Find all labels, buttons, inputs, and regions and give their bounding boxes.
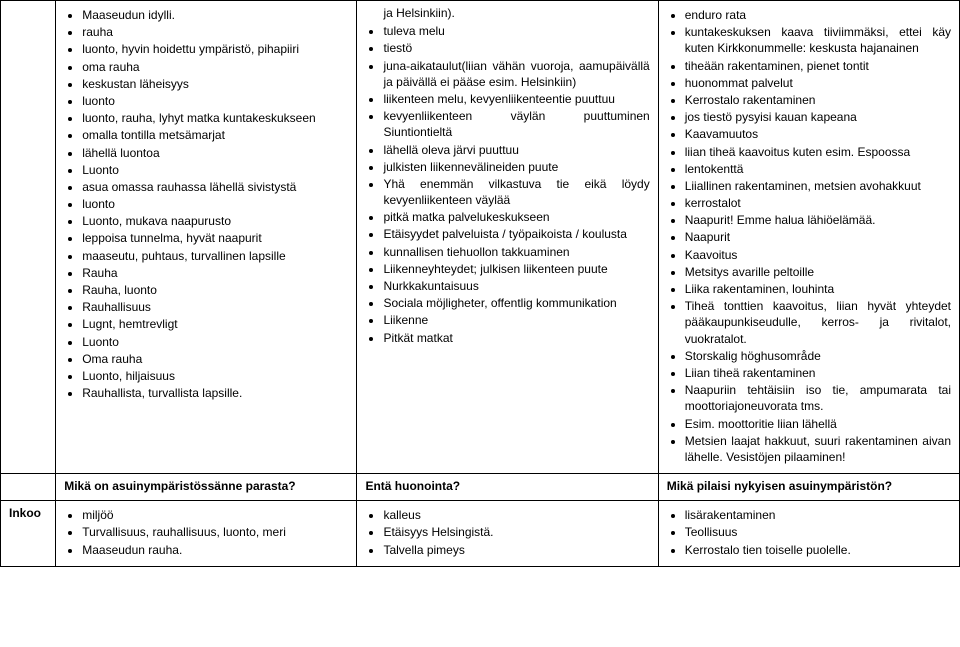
cell-col3: lisärakentaminen Teollisuus Kerrostalo t… <box>658 501 959 567</box>
list-item: liian tiheä kaavoitus kuten esim. Espoos… <box>685 144 951 160</box>
list-item: Luonto, mukava naapurusto <box>82 213 348 229</box>
list-item: Kaavamuutos <box>685 126 951 142</box>
list-item: Esim. moottoritie liian lähellä <box>685 416 951 432</box>
list-item: Liiallinen rakentaminen, metsien avohakk… <box>685 178 951 194</box>
list-item: Liikenne <box>383 312 649 328</box>
list-item: Kaavoitus <box>685 247 951 263</box>
list-item: juna-aikataulut(liian vähän vuoroja, aam… <box>383 58 649 90</box>
list-item: jos tiestö pysyisi kauan kapeana <box>685 109 951 125</box>
list-item: Pitkät matkat <box>383 330 649 346</box>
table-header-row: Mikä on asuinympäristössänne parasta? En… <box>1 474 960 501</box>
list-item: luonto <box>82 93 348 109</box>
bullet-list: tuleva melu tiestö juna-aikataulut(liian… <box>365 23 649 346</box>
list-item: Rauha <box>82 265 348 281</box>
content-table: Maaseudun idylli. rauha luonto, hyvin ho… <box>0 0 960 567</box>
list-item: Luonto <box>82 334 348 350</box>
list-item: Metsitys avarille peltoille <box>685 264 951 280</box>
list-item: oma rauha <box>82 59 348 75</box>
list-item: Rauhallista, turvallista lapsille. <box>82 385 348 401</box>
cell-col1: Maaseudun idylli. rauha luonto, hyvin ho… <box>56 1 357 474</box>
list-item: leppoisa tunnelma, hyvät naapurit <box>82 230 348 246</box>
list-item: Metsien laajat hakkuut, suuri rakentamin… <box>685 433 951 465</box>
list-item: Storskalig höghusområde <box>685 348 951 364</box>
list-item: Turvallisuus, rauhallisuus, luonto, meri <box>82 524 348 540</box>
list-item: kevyenliikenteen väylän puuttuminen Siun… <box>383 108 649 140</box>
list-item: Sociala möjligheter, offentlig kommunika… <box>383 295 649 311</box>
list-item: Naapurit! Emme halua lähiöelämää. <box>685 212 951 228</box>
table-row: Inkoo miljöö Turvallisuus, rauhallisuus,… <box>1 501 960 567</box>
list-item: julkisten liikennevälineiden puute <box>383 159 649 175</box>
list-item: Nurkkakuntaisuus <box>383 278 649 294</box>
bullet-list: miljöö Turvallisuus, rauhallisuus, luont… <box>64 507 348 558</box>
list-item: Kerrostalo rakentaminen <box>685 92 951 108</box>
list-item: kunnallisen tiehuollon takkuaminen <box>383 244 649 260</box>
cell-col2: ja Helsinkiin). tuleva melu tiestö juna-… <box>357 1 658 474</box>
list-item: tiheään rakentaminen, pienet tontit <box>685 58 951 74</box>
list-item: Etäisyys Helsingistä. <box>383 524 649 540</box>
bullet-list: enduro rata kuntakeskuksen kaava tiiviim… <box>667 7 951 465</box>
column-header: Entä huonointa? <box>357 474 658 501</box>
list-item: tuleva melu <box>383 23 649 39</box>
bullet-list: Maaseudun idylli. rauha luonto, hyvin ho… <box>64 7 348 401</box>
list-item: luonto, hyvin hoidettu ympäristö, pihapi… <box>82 41 348 57</box>
list-item: omalla tontilla metsämarjat <box>82 127 348 143</box>
list-item: Yhä enemmän vilkastuva tie eikä löydy ke… <box>383 176 649 208</box>
list-item: huonommat palvelut <box>685 75 951 91</box>
list-item: asua omassa rauhassa lähellä sivistystä <box>82 179 348 195</box>
list-item: Rauha, luonto <box>82 282 348 298</box>
list-item: Oma rauha <box>82 351 348 367</box>
list-item: Tiheä tonttien kaavoitus, liian hyvät yh… <box>685 298 951 347</box>
cell-col1: miljöö Turvallisuus, rauhallisuus, luont… <box>56 501 357 567</box>
list-item: Luonto, hiljaisuus <box>82 368 348 384</box>
bullet-list: kalleus Etäisyys Helsingistä. Talvella p… <box>365 507 649 558</box>
list-item: Talvella pimeys <box>383 542 649 558</box>
list-item: Naapurit <box>685 229 951 245</box>
list-item: kerrostalot <box>685 195 951 211</box>
list-item: luonto <box>82 196 348 212</box>
column-header: Mikä pilaisi nykyisen asuinympäristön? <box>658 474 959 501</box>
list-item: miljöö <box>82 507 348 523</box>
row-label-empty <box>1 1 56 474</box>
list-item: Luonto <box>82 162 348 178</box>
list-item: enduro rata <box>685 7 951 23</box>
list-item: Liikenneyhteydet; julkisen liikenteen pu… <box>383 261 649 277</box>
list-item: Kerrostalo tien toiselle puolelle. <box>685 542 951 558</box>
continuation-text: ja Helsinkiin). <box>383 5 649 21</box>
cell-col3: enduro rata kuntakeskuksen kaava tiiviim… <box>658 1 959 474</box>
table-row: Maaseudun idylli. rauha luonto, hyvin ho… <box>1 1 960 474</box>
list-item: lentokenttä <box>685 161 951 177</box>
list-item: kuntakeskuksen kaava tiiviimmäksi, ettei… <box>685 24 951 56</box>
list-item: rauha <box>82 24 348 40</box>
list-item: Liian tiheä rakentaminen <box>685 365 951 381</box>
bullet-list: lisärakentaminen Teollisuus Kerrostalo t… <box>667 507 951 558</box>
row-label-empty <box>1 474 56 501</box>
list-item: lähellä oleva järvi puuttuu <box>383 142 649 158</box>
list-item: Lugnt, hemtrevligt <box>82 316 348 332</box>
list-item: Naapuriin tehtäisiin iso tie, ampumarata… <box>685 382 951 414</box>
list-item: Teollisuus <box>685 524 951 540</box>
list-item: Liika rakentaminen, louhinta <box>685 281 951 297</box>
list-item: Maaseudun rauha. <box>82 542 348 558</box>
list-item: Etäisyydet palveluista / työpaikoista / … <box>383 226 649 242</box>
list-item: kalleus <box>383 507 649 523</box>
column-header: Mikä on asuinympäristössänne parasta? <box>56 474 357 501</box>
list-item: keskustan läheisyys <box>82 76 348 92</box>
cell-col2: kalleus Etäisyys Helsingistä. Talvella p… <box>357 501 658 567</box>
list-item: pitkä matka palvelukeskukseen <box>383 209 649 225</box>
list-item: luonto, rauha, lyhyt matka kuntakeskukse… <box>82 110 348 126</box>
list-item: Maaseudun idylli. <box>82 7 348 23</box>
page: { "row1": { "col1": { "items": [ "Maaseu… <box>0 0 960 567</box>
row-label: Inkoo <box>1 501 56 567</box>
list-item: lisärakentaminen <box>685 507 951 523</box>
list-item: lähellä luontoa <box>82 145 348 161</box>
list-item: Rauhallisuus <box>82 299 348 315</box>
list-item: maaseutu, puhtaus, turvallinen lapsille <box>82 248 348 264</box>
list-item: tiestö <box>383 40 649 56</box>
list-item: liikenteen melu, kevyenliikenteentie puu… <box>383 91 649 107</box>
